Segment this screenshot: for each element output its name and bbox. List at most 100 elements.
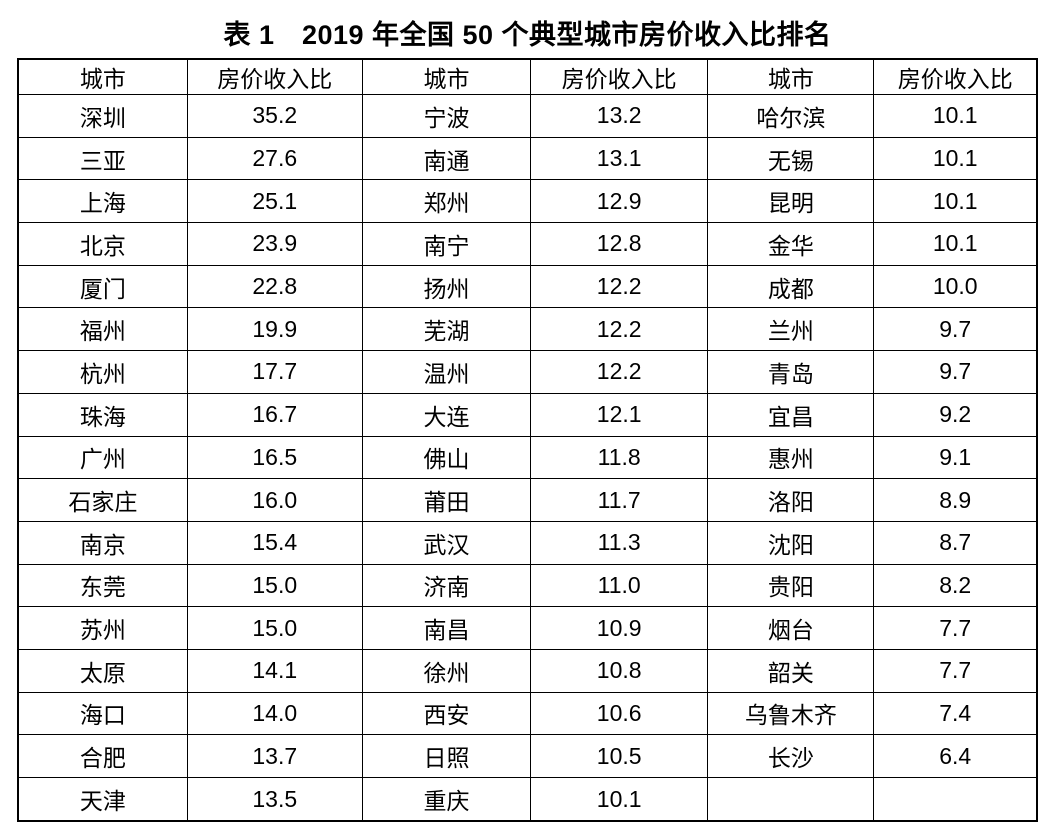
ratio-cell: 14.1 xyxy=(186,648,363,693)
city-cell: 贵阳 xyxy=(707,563,875,608)
city-cell: 金华 xyxy=(707,222,875,266)
table-row: 苏州 15.0 南昌 10.9 烟台 7.7 xyxy=(17,606,1038,650)
header-cell-ratio-3: 房价收入比 xyxy=(873,58,1038,95)
city-cell: 武汉 xyxy=(361,520,532,565)
ratio-cell: 10.8 xyxy=(530,648,709,693)
ratio-cell: 16.0 xyxy=(186,478,363,522)
table-row: 三亚 27.6 南通 13.1 无锡 10.1 xyxy=(17,136,1038,181)
city-cell: 福州 xyxy=(17,307,188,352)
ratio-cell: 12.2 xyxy=(530,350,709,394)
ratio-cell: 15.0 xyxy=(186,606,363,650)
ratio-cell: 13.2 xyxy=(530,94,709,138)
ratio-cell: 6.4 xyxy=(873,734,1038,778)
table-row: 东莞 15.0 济南 11.0 贵阳 8.2 xyxy=(17,563,1038,608)
ratio-cell: 25.1 xyxy=(186,179,363,224)
city-cell: 青岛 xyxy=(707,350,875,394)
city-cell: 乌鲁木齐 xyxy=(707,691,875,736)
ratio-cell: 10.1 xyxy=(873,179,1038,224)
city-cell: 合肥 xyxy=(17,734,188,778)
ratio-cell: 10.1 xyxy=(873,222,1038,266)
ratio-cell: 16.5 xyxy=(186,435,363,480)
city-cell: 长沙 xyxy=(707,734,875,778)
header-cell-city-2: 城市 xyxy=(361,58,532,95)
table-row: 石家庄 16.0 莆田 11.7 洛阳 8.9 xyxy=(17,478,1038,522)
ratio-cell: 12.8 xyxy=(530,222,709,266)
city-cell xyxy=(707,777,875,822)
table-row: 北京 23.9 南宁 12.8 金华 10.1 xyxy=(17,222,1038,266)
ratio-cell: 10.0 xyxy=(873,264,1038,309)
ratio-cell: 9.7 xyxy=(873,307,1038,352)
ratio-cell: 7.4 xyxy=(873,691,1038,736)
header-cell-ratio-2: 房价收入比 xyxy=(530,58,709,95)
ratio-cell: 13.1 xyxy=(530,136,709,181)
city-cell: 厦门 xyxy=(17,264,188,309)
city-cell: 昆明 xyxy=(707,179,875,224)
city-cell: 南昌 xyxy=(361,606,532,650)
ratio-cell: 23.9 xyxy=(186,222,363,266)
ratio-cell: 8.2 xyxy=(873,563,1038,608)
table-row: 海口 14.0 西安 10.6 乌鲁木齐 7.4 xyxy=(17,691,1038,736)
ratio-cell: 16.7 xyxy=(186,392,363,437)
city-cell: 日照 xyxy=(361,734,532,778)
header-cell-city-1: 城市 xyxy=(17,58,188,95)
city-cell: 宜昌 xyxy=(707,392,875,437)
city-cell: 徐州 xyxy=(361,648,532,693)
city-cell: 沈阳 xyxy=(707,520,875,565)
city-cell: 广州 xyxy=(17,435,188,480)
city-cell: 珠海 xyxy=(17,392,188,437)
table-row: 南京 15.4 武汉 11.3 沈阳 8.7 xyxy=(17,520,1038,565)
ratio-cell: 9.2 xyxy=(873,392,1038,437)
city-cell: 杭州 xyxy=(17,350,188,394)
table-title: 表 1 2019 年全国 50 个典型城市房价收入比排名 xyxy=(223,20,832,50)
city-cell: 海口 xyxy=(17,691,188,736)
city-cell: 西安 xyxy=(361,691,532,736)
ratio-cell: 11.8 xyxy=(530,435,709,480)
ratio-cell: 15.4 xyxy=(186,520,363,565)
ratio-cell: 27.6 xyxy=(186,136,363,181)
ratio-cell: 13.5 xyxy=(186,777,363,822)
ratio-cell: 8.7 xyxy=(873,520,1038,565)
city-cell: 天津 xyxy=(17,777,188,822)
ratio-cell: 11.0 xyxy=(530,563,709,608)
city-cell: 上海 xyxy=(17,179,188,224)
city-cell: 兰州 xyxy=(707,307,875,352)
price-income-ratio-table: 城市 房价收入比 城市 房价收入比 城市 房价收入比 深圳 35.2 宁波 13.2 哈… xyxy=(17,58,1038,822)
city-cell: 无锡 xyxy=(707,136,875,181)
city-cell: 三亚 xyxy=(17,136,188,181)
header-cell-city-3: 城市 xyxy=(707,58,875,95)
ratio-cell: 7.7 xyxy=(873,648,1038,693)
table-body: 深圳 35.2 宁波 13.2 哈尔滨 10.1 三亚 27.6 南通 13.1 无锡 10.1 上海 2… xyxy=(17,94,1038,822)
city-cell: 韶关 xyxy=(707,648,875,693)
header-cell-ratio-1: 房价收入比 xyxy=(186,58,363,95)
ratio-cell: 10.1 xyxy=(530,777,709,822)
ratio-cell: 22.8 xyxy=(186,264,363,309)
ratio-cell: 10.1 xyxy=(873,94,1038,138)
city-cell: 温州 xyxy=(361,350,532,394)
city-cell: 深圳 xyxy=(17,94,188,138)
ratio-cell: 7.7 xyxy=(873,606,1038,650)
city-cell: 济南 xyxy=(361,563,532,608)
table-row: 深圳 35.2 宁波 13.2 哈尔滨 10.1 xyxy=(17,94,1038,138)
city-cell: 佛山 xyxy=(361,435,532,480)
table-row: 合肥 13.7 日照 10.5 长沙 6.4 xyxy=(17,734,1038,778)
ratio-cell: 17.7 xyxy=(186,350,363,394)
ratio-cell: 10.9 xyxy=(530,606,709,650)
city-cell: 东莞 xyxy=(17,563,188,608)
ratio-cell: 10.6 xyxy=(530,691,709,736)
ratio-cell: 9.1 xyxy=(873,435,1038,480)
ratio-cell: 8.9 xyxy=(873,478,1038,522)
city-cell: 成都 xyxy=(707,264,875,309)
city-cell: 哈尔滨 xyxy=(707,94,875,138)
ratio-cell: 12.2 xyxy=(530,307,709,352)
city-cell: 重庆 xyxy=(361,777,532,822)
city-cell: 南通 xyxy=(361,136,532,181)
city-cell: 扬州 xyxy=(361,264,532,309)
table-row: 厦门 22.8 扬州 12.2 成都 10.0 xyxy=(17,264,1038,309)
ratio-cell: 9.7 xyxy=(873,350,1038,394)
city-cell: 芜湖 xyxy=(361,307,532,352)
table-row: 珠海 16.7 大连 12.1 宜昌 9.2 xyxy=(17,392,1038,437)
ratio-cell: 14.0 xyxy=(186,691,363,736)
ratio-cell: 10.5 xyxy=(530,734,709,778)
city-cell: 苏州 xyxy=(17,606,188,650)
city-cell: 石家庄 xyxy=(17,478,188,522)
